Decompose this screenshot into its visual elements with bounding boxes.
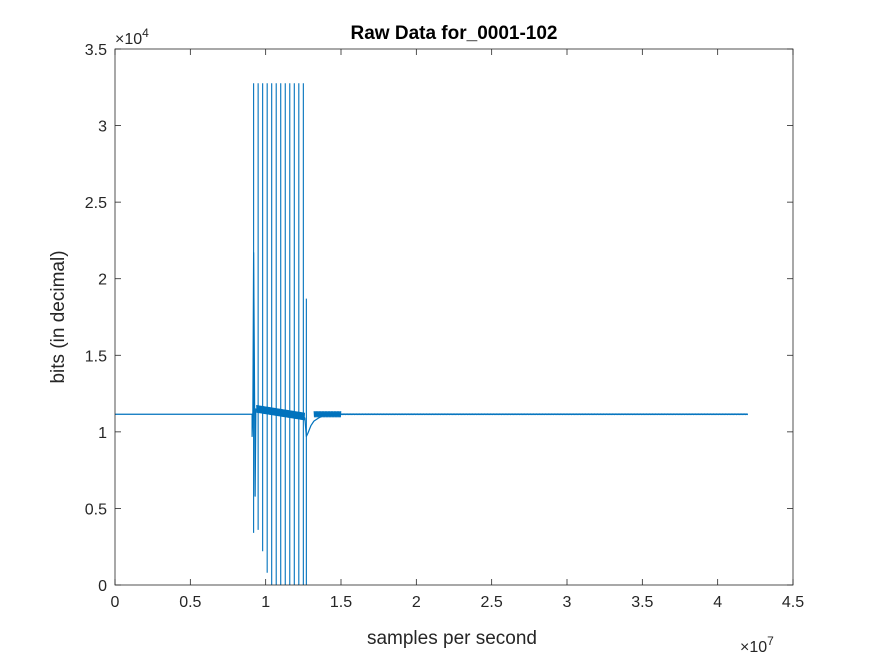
plot-area [115,49,793,585]
x-tick-label: 3.5 [631,594,653,611]
axes-box [114,48,794,586]
x-tick-label: 0.5 [179,594,201,611]
y-tick-label: 1.5 [85,348,107,365]
data-layer [115,83,749,585]
y-tick-label: 0 [98,578,107,595]
x-tick-label: 0 [111,594,120,611]
y-multiplier-exponent: 4 [142,26,149,40]
chart-title: Raw Data for_0001-102 [351,23,558,44]
x-tick-label: 2.5 [481,594,503,611]
y-axis-multiplier: ×104 [115,26,149,48]
y-multiplier-base: ×10 [115,31,142,48]
x-multiplier-exponent: 7 [767,634,774,648]
y-tick-label: 3.5 [85,42,107,59]
y-axis-label: bits (in decimal) [48,250,69,383]
x-multiplier-base: ×10 [740,639,767,656]
y-tick-label: 3 [98,119,107,136]
x-tick-label: 1 [261,594,270,611]
text-layer: Raw Data for_0001-102 samples per second… [48,23,804,656]
x-axis-label: samples per second [367,628,537,649]
x-tick-label: 3 [563,594,572,611]
y-tick-label: 0.5 [85,501,107,518]
x-tick-label: 2 [412,594,421,611]
axes-layer [114,48,794,586]
series-ripple-0 [313,411,342,418]
x-axis-multiplier: ×107 [740,634,774,656]
x-tick-label: 1.5 [330,594,352,611]
x-tick-label: 4 [713,594,722,611]
y-tick-label: 1 [98,425,107,442]
y-tick-label: 2 [98,272,107,289]
series-0 [115,83,749,585]
x-tick-label: 4.5 [782,594,804,611]
y-tick-label: 2.5 [85,195,107,212]
